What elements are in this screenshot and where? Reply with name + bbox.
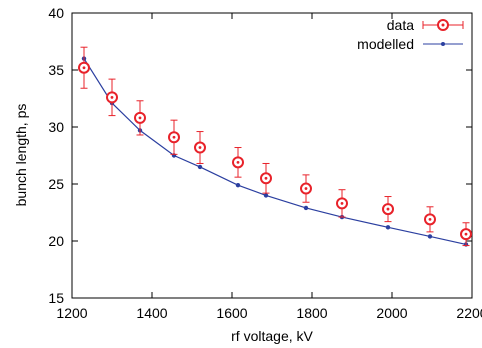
- y-axis-label: bunch length, ps: [13, 104, 29, 207]
- legend-marker-data: [422, 19, 464, 31]
- data-point: [168, 119, 180, 155]
- data-marker-center: [110, 95, 114, 99]
- modelled-point: [197, 164, 203, 170]
- y-tick-label: 20: [48, 233, 64, 249]
- legend-label-data: data: [387, 17, 414, 33]
- data-point: [134, 100, 146, 136]
- data-marker-center: [236, 160, 240, 164]
- data-point: [300, 174, 312, 203]
- legend-marker-modelled: [423, 42, 463, 46]
- x-tick-label: 2200: [456, 305, 482, 321]
- modelled-point: [385, 225, 391, 230]
- x-axis-label: rf voltage, kV: [231, 328, 313, 344]
- data-marker-center: [464, 232, 468, 236]
- y-tick-label: 15: [48, 290, 64, 306]
- modelled-series: [81, 56, 469, 247]
- data-point: [78, 46, 90, 89]
- x-tick-label: 1200: [56, 305, 87, 321]
- y-axis-ticks: 15 20 25 30 35 40: [48, 5, 472, 306]
- data-marker-center: [264, 176, 268, 180]
- legend-label-modelled: modelled: [357, 36, 414, 52]
- modelled-point: [263, 193, 269, 198]
- legend: data modelled: [357, 17, 464, 52]
- data-marker-center: [198, 146, 202, 149]
- modelled-line: [83, 58, 467, 246]
- x-tick-label: 2000: [376, 305, 407, 321]
- y-tick-label: 25: [48, 176, 64, 192]
- data-marker-center: [82, 66, 86, 70]
- x-tick-label: 1400: [136, 305, 167, 321]
- data-point: [382, 196, 394, 223]
- data-marker-center: [428, 217, 432, 221]
- data-point: [460, 222, 472, 247]
- data-point: [260, 162, 272, 194]
- y-tick-label: 30: [48, 119, 64, 135]
- data-marker-center: [340, 201, 344, 205]
- plot-frame: [71, 12, 473, 299]
- x-axis-ticks: 1200 1400 1600 1800 2000 2200: [56, 13, 482, 321]
- y-tick-label: 40: [48, 5, 64, 21]
- data-series: [78, 46, 472, 247]
- data-point: [194, 131, 206, 164]
- data-point: [336, 189, 348, 218]
- modelled-point: [427, 234, 433, 239]
- data-marker-center: [138, 116, 142, 120]
- data-marker-center: [304, 187, 308, 190]
- data-point: [232, 147, 244, 178]
- x-tick-label: 1600: [216, 305, 247, 321]
- data-marker-center: [172, 135, 176, 139]
- data-marker-center: [386, 207, 390, 211]
- data-point: [106, 78, 118, 117]
- data-point: [424, 206, 436, 233]
- y-tick-label: 35: [48, 62, 64, 78]
- modelled-point: [235, 182, 241, 188]
- modelled-point: [303, 205, 309, 211]
- x-tick-label: 1800: [296, 305, 327, 321]
